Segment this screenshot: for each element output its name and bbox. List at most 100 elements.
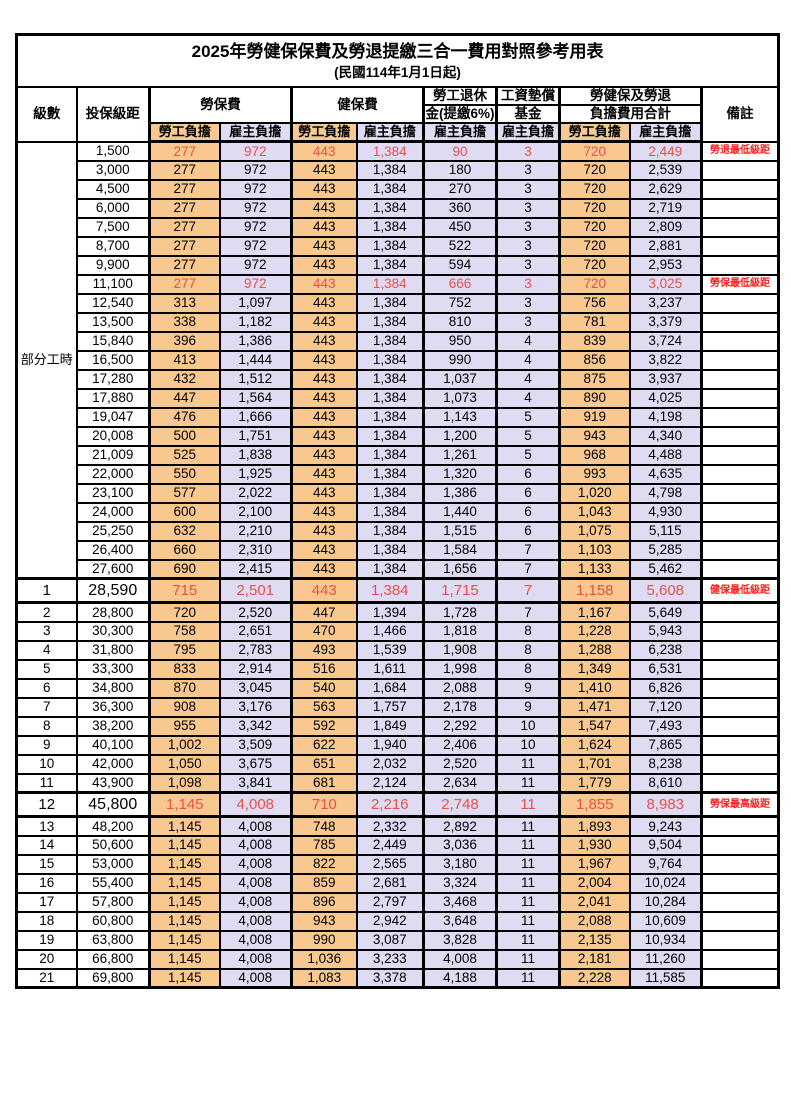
value-cell: 5,285 — [628, 539, 703, 561]
value-cell: 1,925 — [218, 463, 293, 485]
value-cell: 443 — [290, 216, 358, 238]
value-cell: 3,045 — [218, 677, 293, 699]
value-cell: 993 — [558, 463, 631, 485]
value-cell: 277 — [148, 140, 221, 162]
note-cell — [699, 753, 780, 775]
value-cell: 2,681 — [355, 872, 425, 894]
value-cell: 277 — [148, 178, 221, 200]
note-cell — [699, 834, 780, 856]
note-cell — [699, 406, 780, 428]
header-total-line2: 負擔費用合計 — [558, 103, 703, 124]
value-cell: 1,384 — [355, 425, 425, 447]
table-row: 15,840 396 1,386 443 1,384 950 4 839 3,724 — [17, 330, 780, 352]
table-row: 4 31,800 795 2,783 493 1,539 1,908 8 1,288 6,238 — [15, 639, 780, 661]
value-cell: 4,008 — [218, 791, 293, 818]
value-cell: 5 — [495, 425, 561, 447]
note-cell — [699, 520, 780, 542]
note-cell: 健保最低級距 — [699, 577, 780, 604]
value-cell: 8 — [495, 620, 561, 642]
value-cell: 660 — [148, 539, 221, 561]
value-cell: 1,779 — [558, 772, 631, 794]
table-row: 17 57,800 1,145 4,008 896 2,797 3,468 11 2,041 10… — [15, 891, 780, 913]
value-cell: 11 — [495, 791, 561, 818]
value-cell: 443 — [290, 178, 358, 200]
value-cell: 443 — [290, 235, 358, 257]
value-cell: 450 — [422, 216, 498, 238]
value-cell: 972 — [218, 216, 293, 238]
value-cell: 781 — [558, 311, 631, 333]
value-cell: 4,635 — [628, 463, 703, 485]
value-cell: 1,930 — [558, 834, 631, 856]
value-cell: 1,145 — [148, 929, 221, 951]
value-cell: 443 — [290, 558, 358, 580]
value-cell: 1,547 — [558, 715, 631, 737]
value-cell: 7 — [495, 539, 561, 561]
value-cell: 443 — [290, 159, 358, 181]
value-cell: 758 — [148, 620, 221, 642]
value-cell: 833 — [148, 658, 221, 680]
value-cell: 720 — [148, 601, 221, 623]
value-cell: 972 — [218, 235, 293, 257]
value-cell: 443 — [290, 273, 358, 295]
note-cell — [699, 425, 780, 447]
value-cell: 1,849 — [355, 715, 425, 737]
level-cell: 13 — [15, 815, 78, 837]
value-cell: 277 — [148, 216, 221, 238]
value-cell: 443 — [290, 463, 358, 485]
value-cell: 1,384 — [355, 235, 425, 257]
value-cell: 1,512 — [218, 368, 293, 390]
value-cell: 3 — [495, 197, 561, 219]
subheader-total-employer: 雇主負擔 — [628, 121, 703, 143]
salary-bracket-cell: 28,800 — [75, 601, 151, 623]
value-cell: 785 — [290, 834, 358, 856]
value-cell: 2,914 — [218, 658, 293, 680]
note-cell — [699, 159, 780, 181]
note-cell — [699, 658, 780, 680]
table-row: 25,250 632 2,210 443 1,384 1,515 6 1,075 5,115 — [17, 520, 780, 542]
table-row: 26,400 660 2,310 443 1,384 1,584 7 1,103 5,285 — [17, 539, 780, 561]
value-cell: 11,585 — [628, 967, 703, 989]
value-cell: 396 — [148, 330, 221, 352]
value-cell: 1,384 — [355, 330, 425, 352]
value-cell: 1,167 — [558, 601, 631, 623]
value-cell: 5,943 — [628, 620, 703, 642]
value-cell: 1,440 — [422, 501, 498, 523]
salary-bracket-cell: 50,600 — [75, 834, 151, 856]
value-cell: 3,509 — [218, 734, 293, 756]
value-cell: 4,188 — [422, 967, 498, 989]
value-cell: 2,520 — [422, 753, 498, 775]
value-cell: 1,384 — [355, 216, 425, 238]
value-cell: 2,228 — [558, 967, 631, 989]
note-cell — [699, 368, 780, 390]
value-cell: 3,841 — [218, 772, 293, 794]
note-cell — [699, 872, 780, 894]
salary-bracket-cell: 38,200 — [75, 715, 151, 737]
value-cell: 690 — [148, 558, 221, 580]
value-cell: 2,332 — [355, 815, 425, 837]
value-cell: 3 — [495, 216, 561, 238]
table-row: 20 66,800 1,145 4,008 1,036 3,233 4,008 11 2,181… — [15, 948, 780, 970]
value-cell: 5,462 — [628, 558, 703, 580]
header-pension-line1: 勞工退休 — [422, 85, 498, 106]
value-cell: 955 — [148, 715, 221, 737]
header-wage-fund-line1: 工資墊償 — [495, 85, 561, 106]
table-row: 21 69,800 1,145 4,008 1,083 3,378 4,188 11 2,228… — [15, 967, 780, 989]
value-cell: 1,133 — [558, 558, 631, 580]
salary-bracket-cell: 7,500 — [75, 216, 151, 238]
value-cell: 3 — [495, 140, 561, 162]
value-cell: 1,967 — [558, 853, 631, 875]
value-cell: 313 — [148, 292, 221, 314]
note-cell — [699, 639, 780, 661]
value-cell: 2,539 — [628, 159, 703, 181]
table-row: 9 40,100 1,002 3,509 622 1,940 2,406 10 1,624 7,8… — [15, 734, 780, 756]
value-cell: 3,180 — [422, 853, 498, 875]
value-cell: 1,288 — [558, 639, 631, 661]
value-cell: 1,384 — [355, 482, 425, 504]
salary-bracket-cell: 16,500 — [75, 349, 151, 371]
value-cell: 11 — [495, 815, 561, 837]
note-cell — [699, 601, 780, 623]
level-cell: 5 — [15, 658, 78, 680]
value-cell: 338 — [148, 311, 221, 333]
value-cell: 2,032 — [355, 753, 425, 775]
value-cell: 600 — [148, 501, 221, 523]
